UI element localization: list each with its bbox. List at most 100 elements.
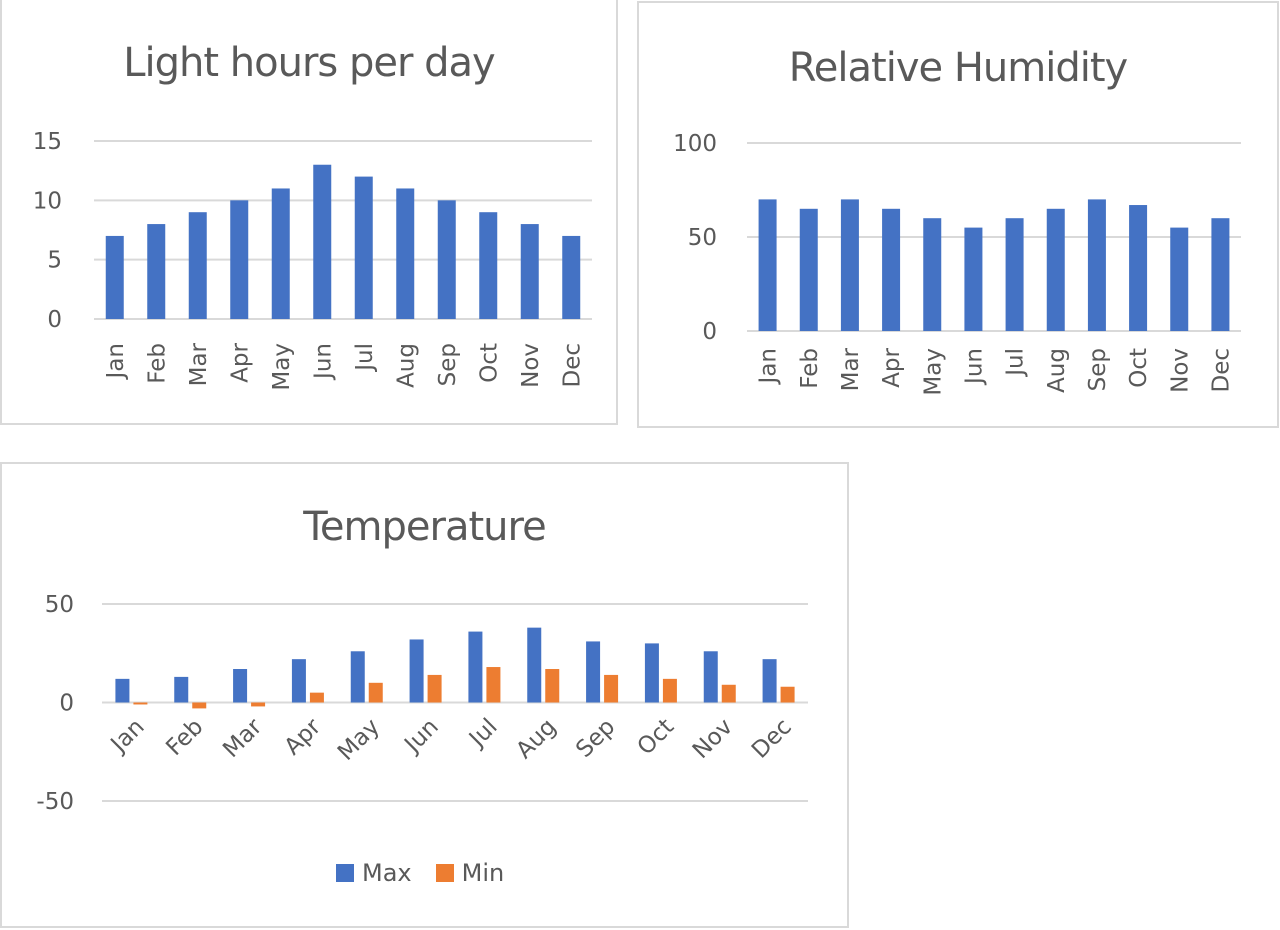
bar-min — [662, 678, 677, 703]
bar-max — [586, 641, 601, 703]
x-tick-label: Feb — [161, 714, 208, 761]
bar-light-hours — [479, 212, 498, 319]
x-tick-label: Mar — [218, 713, 267, 762]
x-tick-label: Jan — [103, 343, 129, 380]
bar-min — [721, 684, 736, 703]
bar-relative-humidity — [964, 227, 983, 331]
x-tick-label: Aug — [511, 714, 561, 764]
chart-temperature: Temperature -50 0 50 Jan Feb Mar Apr May Jun Jul A… — [0, 462, 849, 928]
x-tick-label: Apr — [227, 342, 253, 382]
y-tick-label: 0 — [59, 691, 74, 717]
legend-label: Min — [461, 859, 505, 887]
chart-legend: Max Min — [336, 859, 518, 887]
bar-light-hours — [437, 200, 456, 319]
bar-max — [115, 678, 130, 703]
bar-max — [703, 651, 718, 703]
y-tick-label: 100 — [673, 131, 717, 157]
chart-title: Light hours per day — [123, 40, 495, 86]
x-tick-label: Aug — [393, 343, 419, 388]
x-tick-label: Feb — [797, 348, 823, 389]
light-hours-plot: 0 5 10 15 Jan Feb Mar Apr May Jun Jul Aug Sep Oct Nov D… — [33, 129, 592, 391]
bar-max — [233, 669, 248, 703]
bar-light-hours — [147, 224, 166, 319]
bar-light-hours — [271, 188, 290, 319]
bar-min — [427, 674, 442, 703]
bar-max — [174, 676, 189, 703]
x-tick-label: Dec — [747, 714, 797, 764]
x-tick-label: Mar — [838, 347, 864, 391]
bar-relative-humidity — [923, 218, 942, 331]
y-tick-label: 5 — [47, 248, 62, 274]
legend-item-min: Min — [435, 859, 505, 887]
bar-light-hours — [230, 200, 249, 319]
x-tick-label: Dec — [1208, 348, 1234, 393]
bar-max — [527, 627, 542, 703]
x-tick-label: Dec — [559, 343, 585, 388]
temperature-plot: -50 0 50 Jan Feb Mar Apr May Jun Jul Aug Sep Oct Nov D… — [36, 592, 808, 815]
y-tick-label: 15 — [33, 129, 62, 155]
bar-min — [309, 692, 324, 703]
bar-relative-humidity — [1046, 208, 1065, 331]
x-tick-label: Jun — [399, 714, 444, 759]
x-tick-label: Oct — [1126, 348, 1152, 388]
bar-relative-humidity — [1005, 218, 1024, 331]
x-tick-label: Oct — [633, 714, 680, 761]
bar-relative-humidity — [1129, 205, 1148, 331]
bar-relative-humidity — [882, 208, 901, 331]
bar-min — [545, 669, 560, 703]
chart-title: Relative Humidity — [788, 45, 1128, 91]
x-tick-label: May — [269, 343, 295, 391]
bar-relative-humidity — [1087, 199, 1106, 331]
y-tick-label: 0 — [702, 319, 717, 345]
x-tick-label: May — [920, 348, 946, 396]
chart-relative-humidity: Relative Humidity 0 50 100 Jan Feb Mar Apr May J… — [637, 1, 1279, 428]
x-tick-label: Sep — [435, 343, 461, 386]
bar-max — [350, 651, 365, 703]
x-tick-label: Mar — [186, 342, 212, 386]
chart-title: Temperature — [303, 504, 546, 550]
legend-swatch-max — [336, 864, 354, 882]
bar-light-hours — [396, 188, 415, 319]
x-tick-label: Jan — [756, 348, 782, 385]
x-tick-label: Jul — [463, 714, 502, 753]
bar-min — [192, 702, 207, 709]
x-tick-label: Apr — [280, 713, 327, 760]
legend-swatch-min — [435, 864, 454, 882]
bar-light-hours — [562, 235, 581, 319]
bar-light-hours — [188, 212, 207, 319]
legend-label: Max — [362, 859, 412, 887]
bar-light-hours — [520, 224, 539, 319]
bar-light-hours — [354, 176, 373, 319]
y-tick-label: 50 — [45, 592, 74, 618]
bar-light-hours — [105, 235, 124, 319]
bar-min — [486, 667, 501, 703]
x-tick-label: Jul — [1003, 348, 1029, 378]
bar-min — [604, 674, 619, 703]
bar-relative-humidity — [1211, 218, 1230, 331]
humidity-plot: 0 50 100 Jan Feb Mar Apr May Jun Jul Aug Sep Oct Nov D… — [673, 131, 1241, 396]
bar-max — [468, 631, 483, 703]
x-tick-label: Nov — [518, 343, 544, 388]
legend-item-max: Max — [336, 859, 412, 887]
x-tick-label: Nov — [688, 714, 738, 764]
bar-min — [133, 702, 148, 705]
y-tick-label: 50 — [688, 225, 717, 251]
bar-min — [251, 702, 266, 707]
x-tick-label: Oct — [476, 343, 502, 383]
x-tick-label: May — [333, 714, 385, 766]
bar-max — [291, 659, 306, 703]
x-tick-label: Jul — [352, 343, 378, 373]
x-tick-label: Sep — [1085, 348, 1111, 391]
x-tick-label: Jun — [310, 343, 336, 381]
bar-relative-humidity — [758, 199, 777, 331]
bar-relative-humidity — [799, 208, 818, 331]
x-tick-label: Jun — [961, 348, 987, 386]
bar-light-hours — [313, 164, 332, 319]
y-tick-label: 10 — [33, 188, 62, 214]
y-tick-label: 0 — [47, 307, 62, 333]
bar-max — [409, 639, 424, 703]
bar-min — [780, 686, 795, 703]
bar-max — [762, 659, 777, 703]
chart-light-hours: Light hours per day 0 5 10 15 Jan Feb Mar Apr Ma… — [0, 0, 618, 425]
bar-max — [644, 643, 659, 703]
